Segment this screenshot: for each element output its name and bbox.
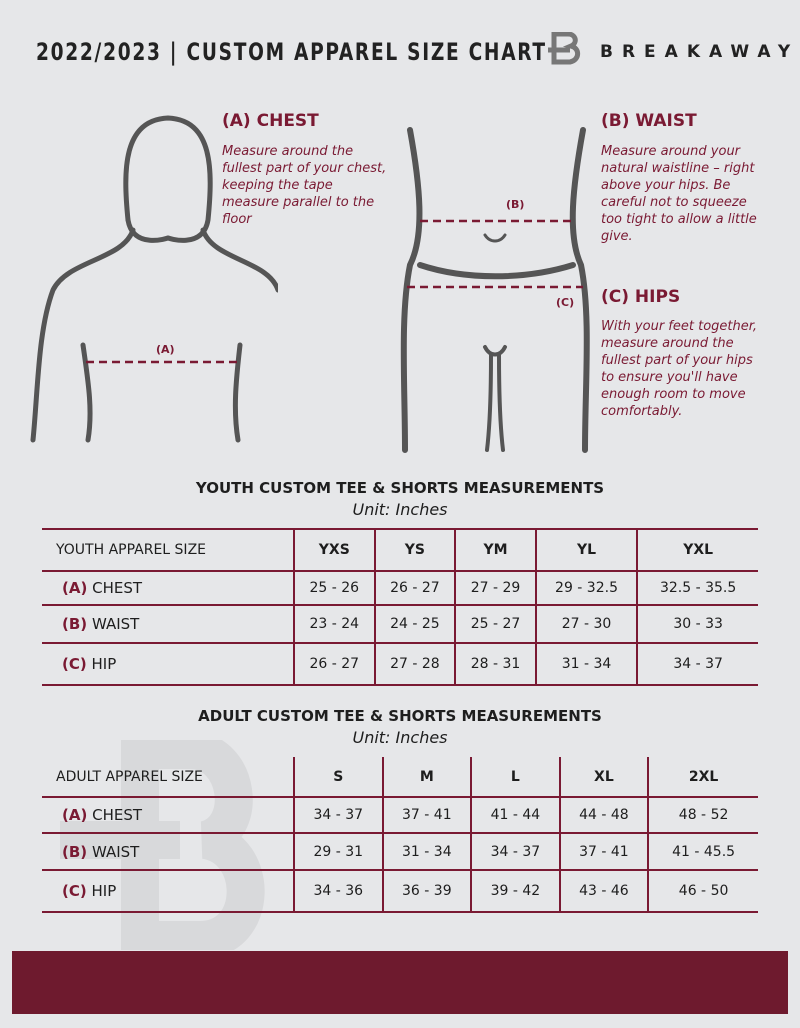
size-header: YL: [534, 529, 638, 572]
table-row: (B) WAIST 29 - 31 31 - 34 34 - 37 37 - 4…: [42, 833, 758, 871]
cell: 34 - 37: [636, 643, 758, 686]
youth-section-title: YOUTH CUSTOM TEE & SHORTS MEASUREMENTS: [195, 479, 605, 497]
row-label: HIP: [91, 655, 117, 673]
row-code: (C): [62, 655, 87, 673]
cell: 30 - 33: [636, 605, 758, 644]
header-label: YOUTH APPAREL SIZE: [42, 529, 294, 572]
row-code: (B): [62, 615, 88, 633]
brand-name: BREAKAWAY: [600, 42, 800, 62]
cell: 43 - 46: [558, 870, 649, 913]
row-code: (B): [62, 842, 88, 861]
cell: 31 - 34: [534, 643, 638, 686]
table-header-row: YOUTH APPAREL SIZE YXS YS YM YL YXL: [42, 529, 758, 572]
chest-description: Measure around the fullest part of your …: [222, 144, 387, 227]
size-header: XL: [558, 757, 649, 798]
cell: 23 - 24: [293, 605, 375, 644]
cell: 46 - 50: [647, 870, 758, 913]
size-header: L: [470, 757, 560, 798]
row-label: CHEST: [92, 579, 143, 597]
waist-hips-figure-illustration: [400, 127, 590, 453]
cell: 32.5 - 35.5: [636, 571, 758, 606]
row-code: (C): [62, 882, 87, 900]
waist-heading: (B) WAIST: [601, 111, 697, 131]
size-header: YS: [373, 529, 456, 572]
size-header: S: [293, 757, 383, 798]
size-header: M: [381, 757, 472, 798]
adult-section-title: ADULT CUSTOM TEE & SHORTS MEASUREMENTS: [198, 707, 602, 725]
cell: 37 - 41: [381, 797, 472, 834]
row-code: (A): [62, 579, 88, 597]
size-header: YXS: [293, 529, 375, 572]
hips-heading: (C) HIPS: [601, 287, 681, 307]
hips-marker: (C): [556, 296, 575, 309]
row-label: CHEST: [92, 806, 143, 824]
table-row: (C) HIP 34 - 36 36 - 39 39 - 42 43 - 46 …: [42, 870, 758, 913]
hips-description: With your feet together, measure around …: [601, 319, 758, 419]
youth-unit: Unit: Inches: [352, 500, 448, 519]
cell: 26 - 27: [373, 571, 456, 606]
cell: 34 - 36: [293, 870, 383, 913]
waist-description: Measure around your natural waistline – …: [601, 144, 757, 244]
chest-heading: (A) CHEST: [222, 111, 319, 131]
cell: 39 - 42: [470, 870, 560, 913]
breakaway-logo-icon: [548, 32, 581, 65]
size-header: YM: [454, 529, 536, 572]
cell: 31 - 34: [381, 833, 472, 871]
page-title: 2022/2023 | CUSTOM APPAREL SIZE CHART: [36, 38, 547, 66]
cell: 41 - 44: [470, 797, 560, 834]
row-label: HIP: [91, 882, 117, 900]
cell: 27 - 30: [534, 605, 638, 644]
footer-bar: [12, 951, 788, 1014]
cell: 27 - 28: [373, 643, 456, 686]
cell: 37 - 41: [558, 833, 649, 871]
cell: 48 - 52: [647, 797, 758, 834]
cell: 25 - 26: [293, 571, 375, 606]
size-header: YXL: [636, 529, 758, 572]
table-row: (C) HIP 26 - 27 27 - 28 28 - 31 31 - 34 …: [42, 643, 758, 686]
chest-figure-illustration: [30, 115, 278, 443]
header-label: ADULT APPAREL SIZE: [42, 757, 294, 798]
cell: 25 - 27: [454, 605, 536, 644]
row-label: WAIST: [91, 842, 140, 861]
cell: 29 - 32.5: [534, 571, 638, 606]
chest-marker: (A): [156, 343, 175, 356]
cell: 41 - 45.5: [647, 833, 758, 871]
cell: 26 - 27: [293, 643, 375, 686]
cell: 29 - 31: [293, 833, 383, 871]
cell: 36 - 39: [381, 870, 472, 913]
cell: 34 - 37: [470, 833, 560, 871]
table-row: (B) WAIST 23 - 24 24 - 25 25 - 27 27 - 3…: [42, 605, 758, 644]
waist-marker: (B): [506, 198, 525, 211]
table-row: (A) CHEST 34 - 37 37 - 41 41 - 44 44 - 4…: [42, 797, 758, 834]
row-code: (A): [62, 806, 88, 824]
cell: 27 - 29: [454, 571, 536, 606]
cell: 44 - 48: [558, 797, 649, 834]
cell: 34 - 37: [293, 797, 383, 834]
youth-size-table: YOUTH APPAREL SIZE YXS YS YM YL YXL (A) …: [42, 528, 758, 686]
cell: 24 - 25: [373, 605, 456, 644]
table-row: (A) CHEST 25 - 26 26 - 27 27 - 29 29 - 3…: [42, 571, 758, 606]
adult-unit: Unit: Inches: [352, 728, 448, 747]
table-header-row: ADULT APPAREL SIZE S M L XL 2XL: [42, 757, 758, 798]
row-label: WAIST: [91, 615, 140, 633]
adult-size-table: ADULT APPAREL SIZE S M L XL 2XL (A) CHES…: [42, 757, 758, 913]
size-header: 2XL: [647, 757, 758, 798]
cell: 28 - 31: [454, 643, 536, 686]
